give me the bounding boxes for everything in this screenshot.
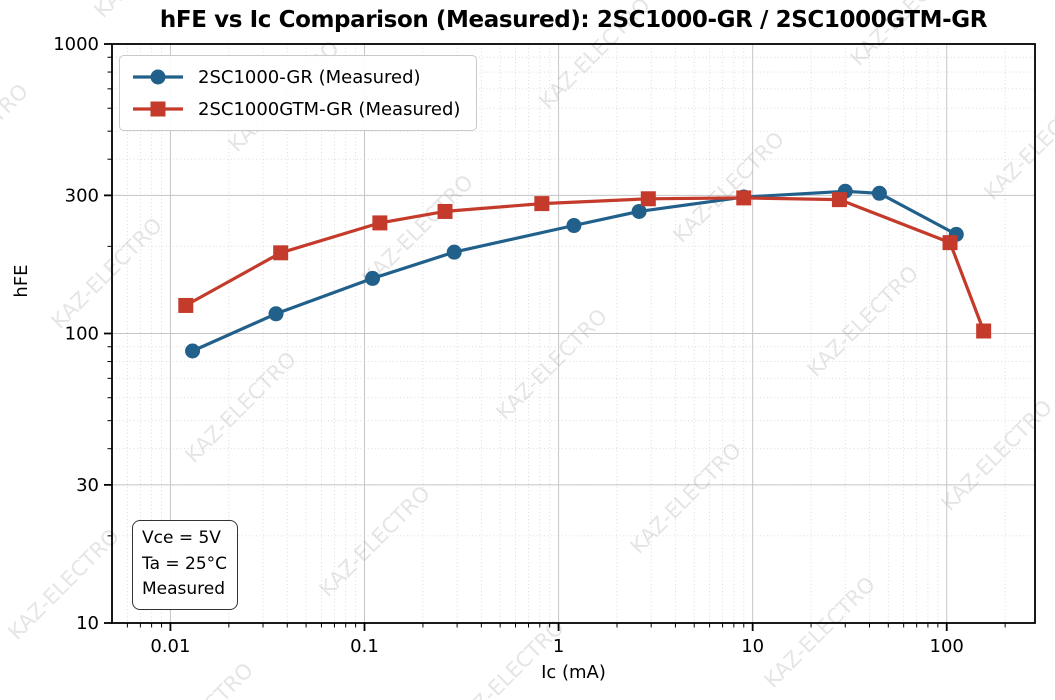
watermark-text: KAZ-ELECTRO [937, 395, 1055, 515]
legend-label: 2SC1000GTM-GR (Measured) [198, 98, 461, 120]
axis-ticks [104, 43, 1006, 631]
watermark-text: KAZ-ELECTRO [669, 127, 789, 247]
series-2sc1000gtm-gr-measured-point [736, 190, 752, 206]
series-2sc1000gtm-gr-measured-point [534, 196, 550, 212]
conditions-annotation: Vce = 5V Ta = 25°C Measured [132, 520, 239, 610]
series-2sc1000-gr-measured-point [566, 218, 582, 234]
series-2sc1000gtm-gr-measured-markers [178, 190, 992, 339]
series-2sc1000-gr-measured-point [446, 244, 462, 260]
series-2sc1000-gr-measured-point [631, 203, 647, 219]
watermark-text: KAZ-ELECTRO [4, 524, 124, 644]
watermark-text: KAZ-ELECTRO [0, 79, 33, 199]
series-2sc1000-gr-measured-point [268, 306, 284, 322]
series-2sc1000gtm-gr-measured-line [184, 196, 986, 333]
legend-item-2sc1000-gr: 2SC1000-GR (Measured) [132, 64, 460, 90]
y-axis-label: hFE [11, 264, 32, 298]
series-2sc1000gtm-gr-measured-point [178, 297, 194, 313]
series-2sc1000gtm-gr-measured-point [372, 215, 388, 231]
series-2sc1000-gr-measured-point [185, 343, 201, 359]
legend-item-2sc1000gtm-gr: 2SC1000GTM-GR (Measured) [132, 96, 460, 122]
x-tick-label: 0.1 [350, 636, 379, 657]
series-2sc1000-gr-measured-point [871, 185, 887, 201]
y-tick-label: 1000 [53, 34, 99, 55]
x-axis-label: Ic (mA) [541, 662, 606, 683]
annotation-measured: Measured [142, 579, 226, 599]
series-2sc1000gtm-gr-measured-point [942, 235, 958, 251]
legend: 2SC1000-GR (Measured) 2SC1000GTM-GR (Mea… [119, 55, 478, 131]
legend-marker-square-icon [133, 101, 183, 117]
watermark-text: KAZ-ELECTRO [626, 438, 746, 558]
series-2sc1000gtm-gr-measured-point [640, 191, 656, 207]
series-2sc1000gtm-gr-measured-point [831, 192, 847, 208]
y-tick-label: 100 [65, 324, 99, 345]
series-2sc1000gtm-gr-measured-point [273, 245, 289, 261]
y-tick-label: 10 [76, 613, 99, 634]
series-2sc1000gtm-gr-measured-point [976, 323, 992, 339]
series-2sc1000gtm-gr-measured-point [437, 203, 453, 219]
chart-title: hFE vs Ic Comparison (Measured): 2SC1000… [159, 7, 988, 33]
legend-label: 2SC1000-GR (Measured) [198, 66, 421, 88]
watermark-text: KAZ-ELECTRO [803, 261, 923, 381]
x-tick-label: 100 [930, 636, 964, 657]
y-tick-label: 300 [65, 185, 99, 206]
annotation-ta: Ta = 25°C [142, 553, 228, 574]
watermark-text: KAZ-ELECTRO [47, 213, 167, 333]
x-tick-labels: 0.01 0.1 1 10 100 [150, 636, 964, 657]
series-2sc1000-gr-measured-point [365, 270, 381, 286]
watermark-text: KAZ-ELECTRO [315, 481, 435, 601]
watermark-text: KAZ-ELECTRO [181, 347, 301, 467]
watermark-text: KAZ-ELECTRO [492, 304, 612, 424]
x-tick-label: 10 [741, 636, 764, 657]
watermark-text: KAZ-ELECTRO [449, 615, 569, 700]
legend-marker-circle-icon [133, 69, 183, 85]
x-tick-label: 1 [553, 636, 564, 657]
annotation-vce: Vce = 5V [142, 528, 221, 548]
series-2sc1000-gr-measured-line [190, 189, 958, 353]
watermark-text: KAZ-ELECTRO [980, 84, 1055, 204]
y-tick-labels: 10 30 100 300 1000 [53, 34, 99, 634]
x-tick-label: 0.01 [150, 636, 190, 657]
y-tick-label: 30 [76, 475, 99, 496]
